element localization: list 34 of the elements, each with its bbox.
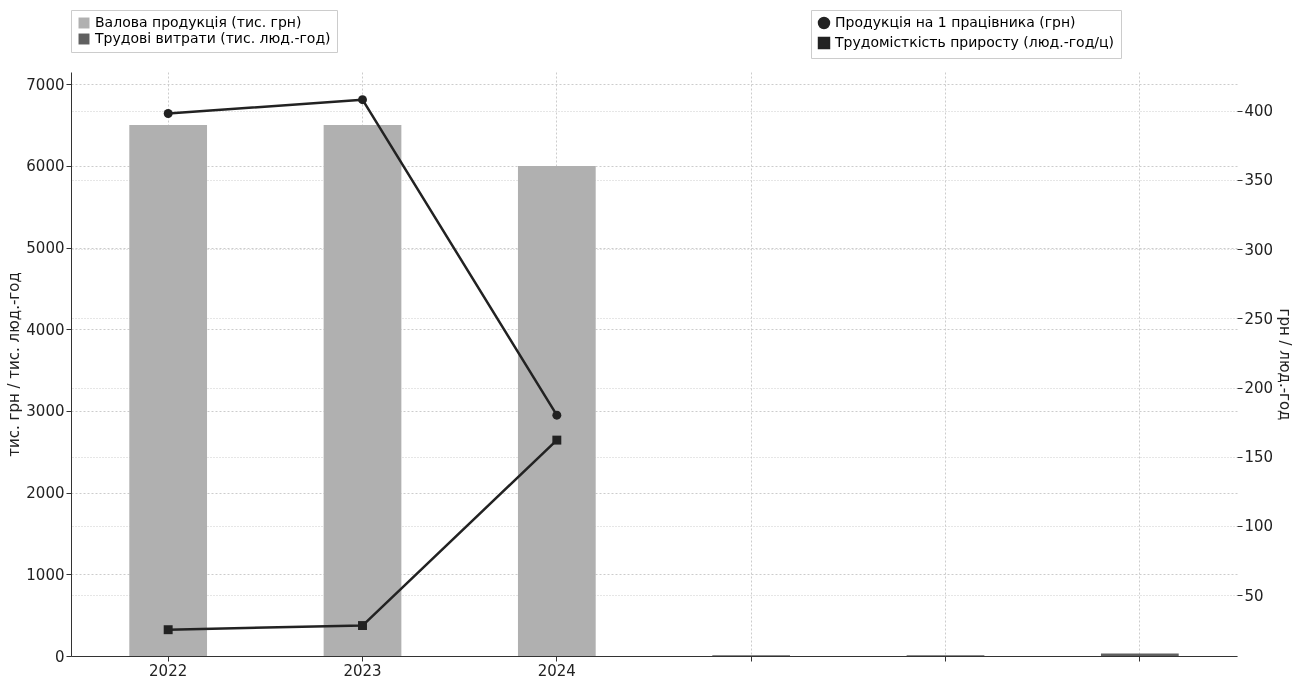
y2-tick-label: 400 — [1244, 102, 1274, 121]
y2-tick-label: 250 — [1244, 309, 1274, 328]
point — [163, 625, 173, 635]
y-tick-label: 1000 — [26, 565, 65, 584]
x-tick-label: 2022 — [149, 661, 188, 680]
point — [552, 410, 562, 420]
y2-tick-label: 150 — [1244, 448, 1274, 467]
y-tick-label: 0 — [54, 647, 65, 666]
bar — [323, 125, 402, 656]
point — [163, 109, 173, 118]
y-tick-label: 3000 — [26, 402, 65, 421]
point — [552, 435, 562, 445]
legend-label: Валова продукція (тис. грн) — [95, 14, 302, 30]
y2-tick-label: 350 — [1244, 171, 1274, 190]
y-tick-label: 4000 — [26, 320, 65, 339]
legend-label: Продукція на 1 працівника (грн) — [835, 14, 1076, 30]
bar — [517, 165, 596, 656]
x-tick-label: 2023 — [343, 661, 382, 680]
x-tick-label: 2024 — [537, 661, 576, 680]
y2-axis-title: грн / люд.-год — [1276, 308, 1295, 421]
point — [358, 95, 367, 105]
y-tick-label: 5000 — [26, 239, 65, 258]
y-tick-label: 6000 — [26, 157, 65, 176]
y-tick-label: 2000 — [26, 484, 65, 503]
bar — [129, 125, 208, 656]
y2-tick-label: 300 — [1244, 240, 1274, 259]
legend-label: Трудомісткість приросту (люд.-год/ц) — [834, 34, 1115, 50]
y-axis-title: тис. грн / тис. люд.-год — [5, 272, 24, 457]
y2-tick-label: 50 — [1244, 586, 1264, 605]
y-tick-label: 7000 — [26, 75, 65, 94]
y2-tick-label: 100 — [1244, 517, 1274, 536]
y2-tick-label: 200 — [1244, 379, 1274, 398]
legend-label: Трудові витрати (тис. люд.-год) — [94, 30, 331, 46]
point — [358, 621, 367, 631]
